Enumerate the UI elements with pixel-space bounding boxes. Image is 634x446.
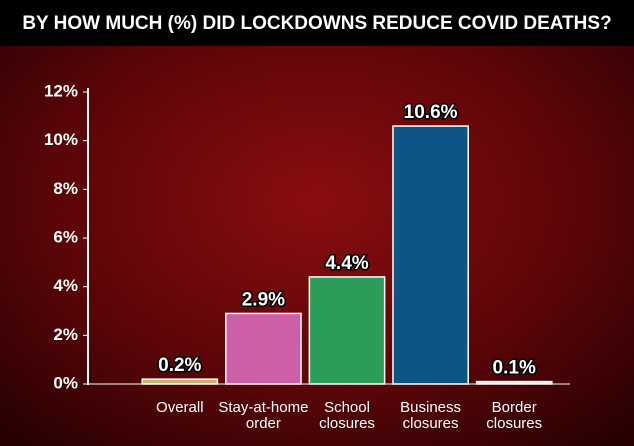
- bar: [392, 125, 469, 385]
- value-label: 0.1%: [493, 358, 536, 379]
- y-tick-label: 2%: [53, 325, 78, 344]
- x-tick-label: School closures: [319, 399, 375, 432]
- y-tick-label: 6%: [53, 227, 78, 246]
- y-tick-label: 12%: [44, 81, 78, 100]
- value-label: 4.4%: [325, 253, 368, 274]
- y-tick-label: 0%: [53, 373, 78, 392]
- chart-title: BY HOW MUCH (%) DID LOCKDOWNS REDUCE COV…: [22, 13, 611, 34]
- x-tick-label: Business closures: [400, 399, 461, 432]
- x-tick-label: Border closures: [486, 399, 542, 432]
- bar: [308, 276, 386, 385]
- bar: [225, 312, 302, 385]
- value-label: 0.2%: [158, 355, 201, 376]
- title-bar: [0, 0, 634, 46]
- value-label: 10.6%: [404, 102, 458, 123]
- y-tick-label: 10%: [44, 130, 78, 149]
- x-tick-label: Overall: [156, 399, 204, 416]
- x-tick-label: Stay-at-home order: [218, 399, 308, 432]
- y-tick-label: 4%: [53, 276, 78, 295]
- y-tick-label: 8%: [53, 179, 78, 198]
- bar: [141, 378, 219, 385]
- value-label: 2.9%: [242, 289, 285, 310]
